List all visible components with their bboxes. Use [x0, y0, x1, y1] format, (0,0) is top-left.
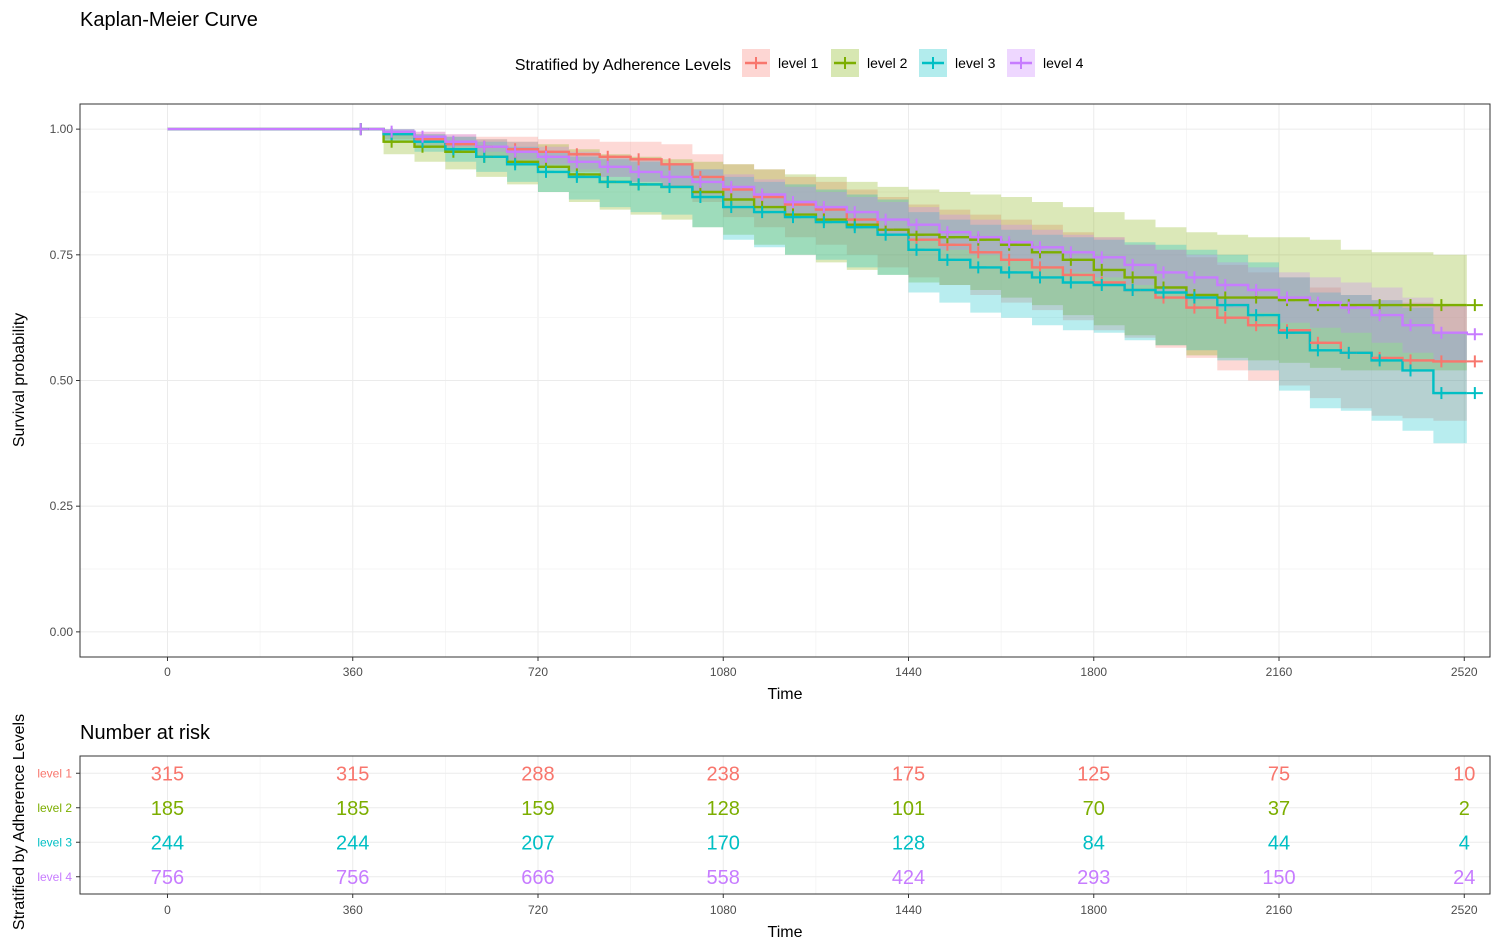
risk-x-tick-label: 0 [164, 903, 171, 917]
censor-marks [352, 123, 1483, 400]
risk-cell: 128 [707, 798, 740, 820]
x-tick-label: 1800 [1080, 665, 1107, 679]
legend-item-level-1: level 1 [742, 49, 819, 77]
chart-title: Kaplan-Meier Curve [80, 9, 258, 31]
confidence-band-level-3 [167, 129, 1467, 444]
risk-cell: 244 [336, 832, 369, 854]
risk-cell: 10 [1453, 763, 1475, 785]
risk-cell: 70 [1083, 798, 1105, 820]
risk-x-tick-label: 720 [528, 903, 548, 917]
y-tick-label: 1.00 [50, 122, 74, 136]
risk-cell: 44 [1268, 832, 1290, 854]
risk-table-title: Number at risk [80, 722, 211, 744]
risk-cell: 315 [336, 763, 369, 785]
risk-cell: 125 [1077, 763, 1110, 785]
x-tick-label: 1440 [895, 665, 922, 679]
risk-cell: 756 [151, 867, 184, 889]
risk-table-y-axis-label: Stratified by Adherence Levels [11, 714, 28, 930]
main-plot-gridlines [80, 104, 1490, 657]
risk-cell: 238 [707, 763, 740, 785]
risk-cell: 150 [1262, 867, 1295, 889]
legend-label: level 2 [867, 55, 908, 71]
x-axis-label: Time [768, 686, 803, 703]
risk-cell: 424 [892, 867, 925, 889]
confidence-bands [167, 129, 1467, 444]
legend-item-level-2: level 2 [831, 49, 908, 77]
risk-cell: 4 [1459, 832, 1470, 854]
risk-cell: 207 [521, 832, 554, 854]
risk-cell: 2 [1459, 798, 1470, 820]
x-tick-label: 1080 [710, 665, 737, 679]
risk-cell: 175 [892, 763, 925, 785]
risk-table-cells: 315 315 288 238 175 125 75 10 185 185 159 128 101 70 3… [151, 763, 1476, 889]
risk-cell: 24 [1453, 867, 1475, 889]
x-tick-label: 0 [164, 665, 171, 679]
risk-cell: 756 [336, 867, 369, 889]
x-axis-ticks: 0 360 720 1080 1440 1800 2160 2520 [164, 657, 1478, 679]
risk-x-tick-label: 2160 [1266, 903, 1293, 917]
risk-cell: 75 [1268, 763, 1290, 785]
legend-item-level-3: level 3 [919, 49, 996, 77]
risk-x-tick-label: 1440 [895, 903, 922, 917]
risk-x-tick-label: 1080 [710, 903, 737, 917]
legend-label: level 4 [1043, 55, 1084, 71]
survival-curve-level-3 [167, 127, 1467, 395]
y-tick-label: 0.25 [50, 499, 74, 513]
legend-title: Stratified by Adherence Levels [515, 57, 731, 74]
risk-cell: 315 [151, 763, 184, 785]
risk-table-border [79, 755, 1491, 895]
risk-row-label: level 2 [37, 801, 72, 815]
y-tick-label: 0.00 [50, 625, 74, 639]
risk-cell: 185 [151, 798, 184, 820]
legend-label: level 3 [955, 55, 996, 71]
confidence-band-level-1 [167, 129, 1467, 421]
y-tick-label: 0.50 [50, 374, 74, 388]
x-tick-label: 2160 [1266, 665, 1293, 679]
legend-label: level 1 [778, 55, 819, 71]
risk-table-x-axis-label: Time [768, 924, 803, 941]
risk-row-label: level 3 [37, 835, 72, 849]
y-tick-label: 0.75 [50, 248, 74, 262]
risk-x-tick-label: 360 [343, 903, 363, 917]
risk-cell: 84 [1083, 832, 1105, 854]
risk-cell: 170 [707, 832, 740, 854]
risk-table-row-labels: level 1 level 2 level 3 level 4 [37, 766, 80, 884]
risk-cell: 37 [1268, 798, 1290, 820]
risk-row-label: level 4 [37, 870, 72, 884]
legend: level 1 level 2 level 3 level 4 [742, 49, 1084, 77]
risk-table-x-ticks: 0 360 720 1080 1440 1800 2160 2520 [164, 894, 1478, 917]
risk-table-gridlines [80, 756, 1490, 894]
risk-cell: 666 [521, 867, 554, 889]
risk-cell: 244 [151, 832, 184, 854]
x-tick-label: 2520 [1451, 665, 1478, 679]
legend-item-level-4: level 4 [1007, 49, 1084, 77]
confidence-band-level-2 [167, 129, 1467, 371]
risk-x-tick-label: 1800 [1080, 903, 1107, 917]
risk-row-label: level 1 [37, 766, 72, 780]
x-tick-label: 720 [528, 665, 548, 679]
risk-cell: 101 [892, 798, 925, 820]
y-axis-ticks: 0.00 0.25 0.50 0.75 1.00 [50, 122, 80, 639]
risk-cell: 293 [1077, 867, 1110, 889]
risk-x-tick-label: 2520 [1451, 903, 1478, 917]
risk-cell: 288 [521, 763, 554, 785]
risk-cell: 159 [521, 798, 554, 820]
risk-cell: 558 [707, 867, 740, 889]
y-axis-label: Survival probability [11, 313, 28, 447]
risk-cell: 128 [892, 832, 925, 854]
x-tick-label: 360 [343, 665, 363, 679]
risk-cell: 185 [336, 798, 369, 820]
